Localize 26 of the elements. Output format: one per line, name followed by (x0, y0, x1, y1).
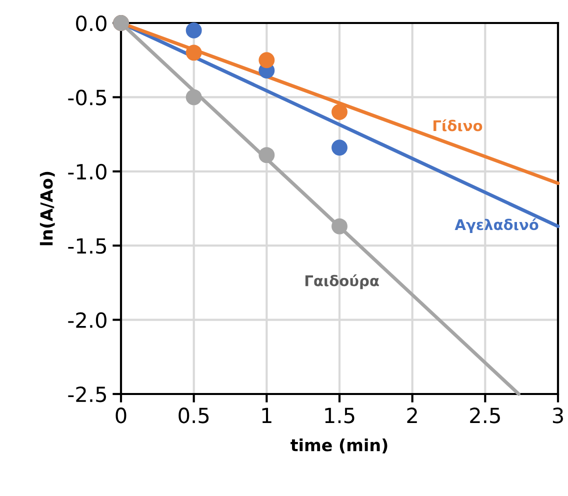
point (332, 140, 348, 156)
x-tick-label: 1 (262, 408, 272, 424)
y-tick-label: -2.5 (68, 386, 106, 402)
y-tick-label: -2.0 (68, 312, 106, 328)
x-tick-label: 0 (116, 408, 126, 424)
y-tick-label: -1.0 (68, 164, 106, 180)
point (332, 104, 348, 120)
point (186, 22, 202, 38)
point (186, 89, 202, 106)
point (186, 44, 202, 61)
y-tick-label: -0.5 (68, 90, 106, 106)
series-label: Γαιδούρα (305, 274, 379, 290)
x-tick-label: 2.5 (470, 408, 500, 424)
point (258, 52, 275, 68)
y-axis-title: ln(A/Ao) (40, 172, 55, 246)
point (258, 147, 275, 164)
x-tick-label: 0.5 (178, 408, 209, 424)
series-label: Αγελαδινό (454, 218, 538, 233)
point (332, 218, 348, 234)
y-tick-label: -1.5 (68, 238, 106, 254)
y-tick-label: 0.0 (76, 15, 106, 32)
x-axis-title: time (min) (290, 438, 388, 454)
x-tick-label: 2 (407, 408, 417, 424)
x-tick-label: 1.5 (325, 408, 354, 424)
x-tick-label: 3 (552, 408, 563, 424)
series-label: Γίδινο (434, 119, 482, 132)
